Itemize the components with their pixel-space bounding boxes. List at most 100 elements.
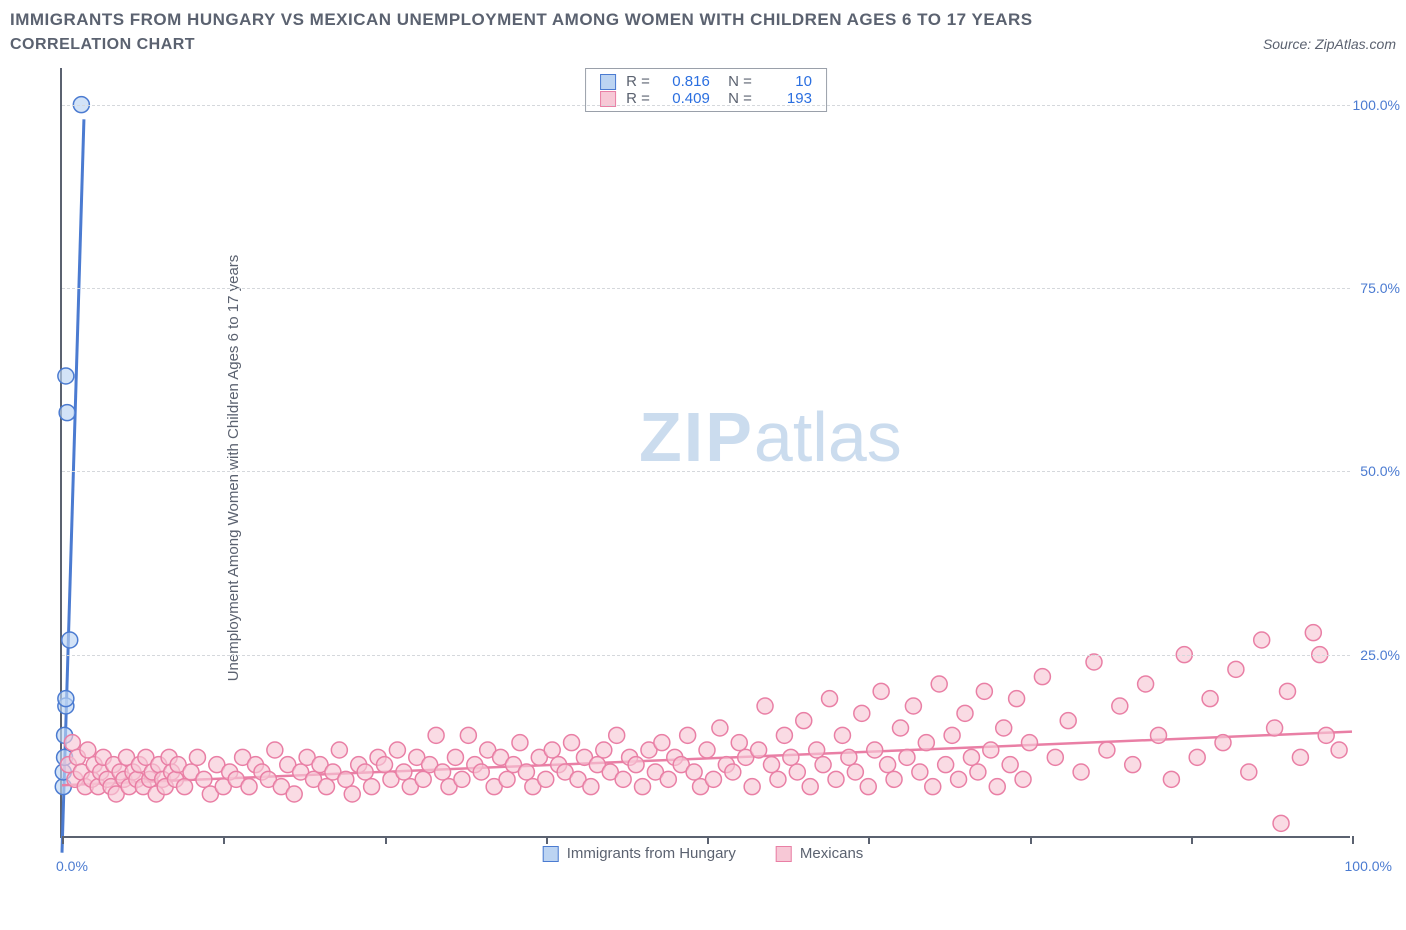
data-point-mexicans	[318, 779, 334, 795]
data-point-mexicans	[854, 705, 870, 721]
data-point-mexicans	[867, 742, 883, 758]
legend-n-label: N =	[720, 73, 752, 90]
chart-container: Unemployment Among Women with Children A…	[10, 58, 1396, 878]
plot-svg	[62, 68, 1350, 836]
data-point-mexicans	[564, 735, 580, 751]
data-point-mexicans	[976, 683, 992, 699]
data-point-mexicans	[1267, 720, 1283, 736]
data-point-mexicans	[822, 691, 838, 707]
data-point-mexicans	[344, 786, 360, 802]
data-point-mexicans	[680, 727, 696, 743]
y-tick-label: 25.0%	[1360, 647, 1400, 663]
data-point-mexicans	[454, 771, 470, 787]
data-point-mexicans	[796, 713, 812, 729]
data-point-mexicans	[518, 764, 534, 780]
x-tick	[707, 836, 709, 844]
chart-title: IMMIGRANTS FROM HUNGARY VS MEXICAN UNEMP…	[10, 10, 1396, 30]
data-point-mexicans	[815, 757, 831, 773]
x-tick	[1352, 836, 1354, 844]
data-point-mexicans	[1002, 757, 1018, 773]
data-point-mexicans	[1034, 669, 1050, 685]
data-point-mexicans	[1331, 742, 1347, 758]
data-point-mexicans	[828, 771, 844, 787]
data-point-mexicans	[1280, 683, 1296, 699]
data-point-mexicans	[1125, 757, 1141, 773]
data-point-mexicans	[699, 742, 715, 758]
data-point-mexicans	[764, 757, 780, 773]
x-tick	[546, 836, 548, 844]
data-point-mexicans	[473, 764, 489, 780]
data-point-mexicans	[770, 771, 786, 787]
data-point-mexicans	[428, 727, 444, 743]
legend-r-label: R =	[626, 73, 650, 90]
data-point-mexicans	[757, 698, 773, 714]
data-point-mexicans	[918, 735, 934, 751]
data-point-mexicans	[596, 742, 612, 758]
data-point-mexicans	[80, 742, 96, 758]
data-point-hungary	[59, 405, 75, 421]
data-point-mexicans	[1112, 698, 1128, 714]
data-point-mexicans	[886, 771, 902, 787]
data-point-hungary	[58, 368, 74, 384]
data-point-mexicans	[834, 727, 850, 743]
data-point-mexicans	[893, 720, 909, 736]
data-point-mexicans	[331, 742, 347, 758]
data-point-mexicans	[847, 764, 863, 780]
data-point-mexicans	[970, 764, 986, 780]
data-point-mexicans	[1073, 764, 1089, 780]
data-point-mexicans	[944, 727, 960, 743]
y-tick-label: 100.0%	[1353, 97, 1400, 113]
data-point-mexicans	[705, 771, 721, 787]
data-point-mexicans	[447, 749, 463, 765]
data-point-mexicans	[880, 757, 896, 773]
x-min-label: 0.0%	[56, 858, 88, 874]
data-point-mexicans	[751, 742, 767, 758]
data-point-mexicans	[267, 742, 283, 758]
data-point-mexicans	[189, 749, 205, 765]
legend-bottom: Immigrants from HungaryMexicans	[543, 845, 864, 862]
data-point-mexicans	[996, 720, 1012, 736]
data-point-mexicans	[1189, 749, 1205, 765]
data-point-mexicans	[686, 764, 702, 780]
source-label: Source: ZipAtlas.com	[1263, 36, 1396, 52]
data-point-mexicans	[873, 683, 889, 699]
legend-top-row: R =0.816 N =10	[600, 73, 812, 90]
data-point-mexicans	[628, 757, 644, 773]
data-point-mexicans	[1099, 742, 1115, 758]
legend-r-value: 0.816	[660, 73, 710, 90]
data-point-mexicans	[951, 771, 967, 787]
data-point-mexicans	[1060, 713, 1076, 729]
data-point-mexicans	[776, 727, 792, 743]
data-point-mexicans	[338, 771, 354, 787]
data-point-mexicans	[1015, 771, 1031, 787]
legend-swatch	[543, 846, 559, 862]
data-point-mexicans	[1163, 771, 1179, 787]
data-point-mexicans	[396, 764, 412, 780]
data-point-mexicans	[1292, 749, 1308, 765]
data-point-mexicans	[196, 771, 212, 787]
data-point-mexicans	[841, 749, 857, 765]
data-point-mexicans	[1086, 654, 1102, 670]
data-point-mexicans	[1009, 691, 1025, 707]
gridline	[62, 288, 1350, 289]
data-point-mexicans	[544, 742, 560, 758]
data-point-mexicans	[499, 771, 515, 787]
legend-bottom-item: Mexicans	[776, 845, 863, 862]
data-point-mexicans	[912, 764, 928, 780]
gridline	[62, 471, 1350, 472]
data-point-mexicans	[286, 786, 302, 802]
data-point-mexicans	[899, 749, 915, 765]
x-tick	[385, 836, 387, 844]
data-point-mexicans	[925, 779, 941, 795]
data-point-mexicans	[1254, 632, 1270, 648]
data-point-mexicans	[357, 764, 373, 780]
y-tick-label: 75.0%	[1360, 280, 1400, 296]
data-point-mexicans	[712, 720, 728, 736]
data-point-mexicans	[983, 742, 999, 758]
x-tick	[1191, 836, 1193, 844]
data-point-mexicans	[615, 771, 631, 787]
data-point-mexicans	[744, 779, 760, 795]
data-point-mexicans	[415, 771, 431, 787]
data-point-mexicans	[460, 727, 476, 743]
data-point-mexicans	[905, 698, 921, 714]
